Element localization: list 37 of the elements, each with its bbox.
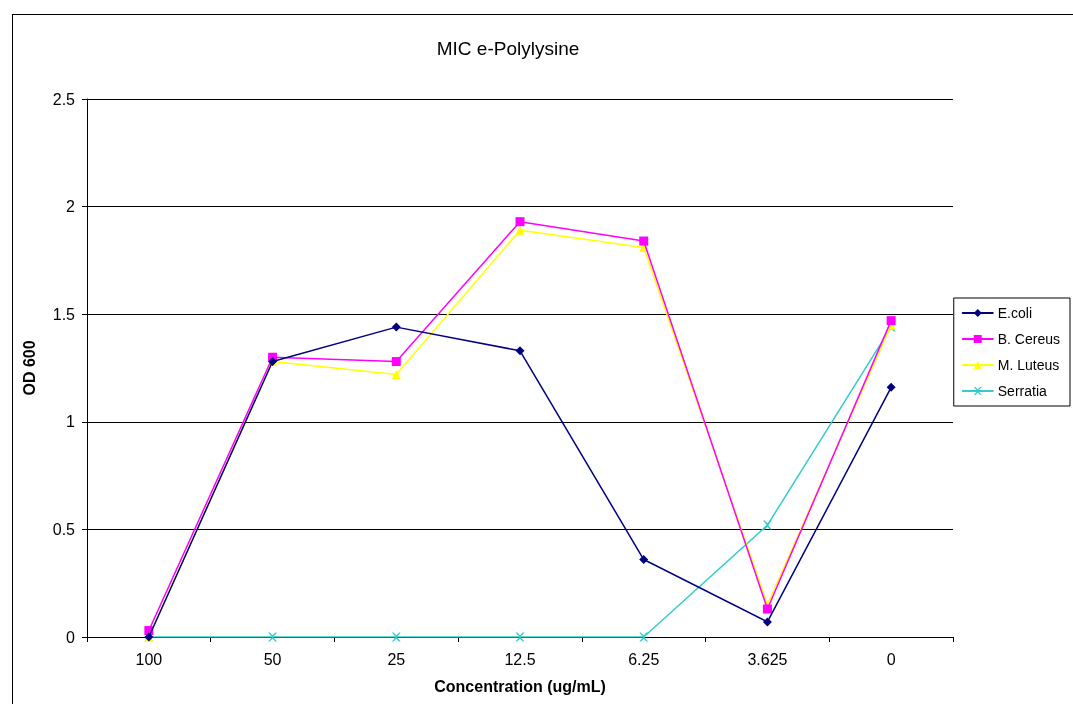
point <box>886 316 896 326</box>
point <box>515 632 525 642</box>
point <box>391 357 401 367</box>
point <box>762 617 772 627</box>
x-tick-label: 6.25 <box>628 650 660 668</box>
y-tick-label: 2 <box>66 198 76 216</box>
point <box>886 382 896 392</box>
x-tick-label: 3.625 <box>747 650 788 668</box>
x-tick-label: 0 <box>886 650 896 668</box>
point <box>762 604 772 614</box>
y-tick-label: 0.5 <box>52 520 76 538</box>
point <box>391 369 401 379</box>
legend-label: B. Cereus <box>997 331 1060 347</box>
chart-title: MIC e-Polylysine <box>436 38 580 59</box>
legend-label: Serratia <box>997 383 1047 399</box>
y-axis-title: OD 600 <box>20 340 38 396</box>
legend-label: M. Luteus <box>997 357 1060 373</box>
x-tick-label: 50 <box>263 650 282 668</box>
x-axis-title: Concentration (ug/mL) <box>434 677 606 695</box>
y-tick-label: 2.5 <box>52 90 76 108</box>
point <box>515 346 525 356</box>
x-tick-label: 12.5 <box>504 650 536 668</box>
y-tick-label: 1 <box>66 413 76 431</box>
point <box>515 217 525 227</box>
y-tick-label: 1.5 <box>52 305 76 323</box>
x-tick-label: 25 <box>387 650 406 668</box>
point <box>391 632 401 642</box>
legend-label: E.coli <box>997 305 1032 321</box>
point <box>268 632 278 642</box>
point <box>639 555 649 565</box>
point <box>639 632 649 642</box>
y-tick-label: 0 <box>66 628 76 646</box>
point <box>391 322 401 332</box>
x-tick-label: 100 <box>135 650 163 668</box>
point <box>515 225 525 235</box>
point <box>639 236 649 246</box>
point <box>762 520 772 530</box>
